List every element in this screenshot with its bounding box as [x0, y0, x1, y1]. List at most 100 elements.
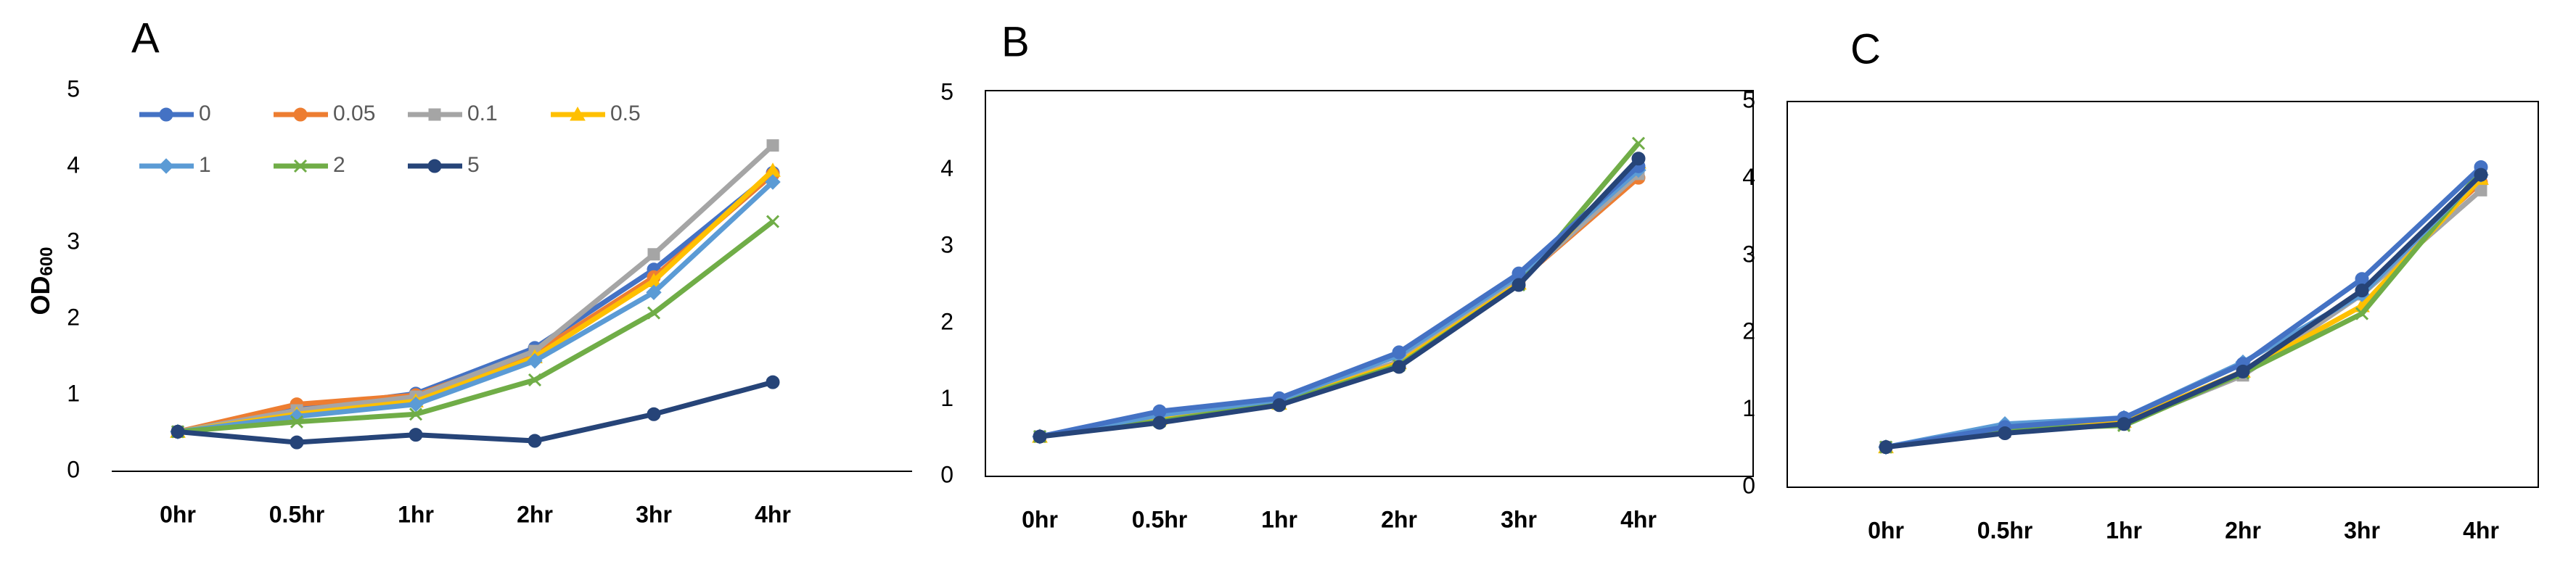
y-tick-label: 2	[1742, 318, 1755, 344]
x-tick-label: 4hr	[2463, 517, 2499, 543]
y-tick-label: 4	[940, 155, 953, 181]
point	[409, 428, 423, 442]
legend-item: 1	[139, 153, 211, 177]
point	[766, 375, 780, 389]
legend-item: 0	[139, 102, 211, 125]
y-axis-label: OD600	[25, 247, 57, 315]
y-tick-label: 3	[940, 232, 953, 258]
legend-marker	[158, 158, 174, 174]
legend-label: 0.05	[333, 102, 375, 125]
x-tick-label: 0hr	[160, 501, 196, 527]
point	[1511, 278, 1526, 292]
legend-label: 0.5	[610, 102, 641, 125]
point	[528, 373, 542, 387]
x-tick-label: 0.5hr	[1132, 506, 1187, 532]
legend-item: 0.5	[551, 102, 641, 125]
series-line	[1039, 164, 1641, 439]
series-line	[1885, 181, 2483, 450]
series-line	[177, 170, 775, 434]
x-tick-label: 0hr	[1022, 506, 1058, 532]
point	[1631, 136, 1646, 150]
series-line	[177, 168, 775, 434]
y-tick-label: 3	[67, 228, 80, 254]
point	[2117, 417, 2131, 431]
legend-marker	[428, 108, 441, 121]
legend-marker	[293, 159, 308, 173]
series-line	[1039, 167, 1641, 439]
panel-title: C	[1850, 25, 1881, 73]
x-tick-label: 4hr	[755, 501, 791, 527]
series-line	[1039, 175, 1641, 439]
x-tick-label: 2hr	[517, 501, 553, 527]
point	[765, 174, 781, 190]
legend-item: 2	[274, 153, 345, 177]
plot-frame	[1787, 101, 2539, 488]
point	[409, 407, 423, 421]
point	[527, 353, 543, 369]
point	[1879, 440, 1893, 455]
legend-label: 2	[333, 153, 345, 177]
series-line	[1885, 165, 2483, 450]
panel: C 0 1 2 3 4 5 0hr 0.5hr 1hr 2hr 3hr 4hr	[1742, 25, 2539, 543]
point	[647, 248, 660, 261]
panel-title: B	[1001, 18, 1030, 65]
point	[766, 139, 779, 152]
legend-label: 1	[199, 153, 211, 177]
series-line	[1039, 141, 1641, 439]
series-line	[1885, 188, 2483, 450]
point	[1152, 415, 1167, 430]
y-tick-label: 0	[1742, 472, 1755, 498]
plot-frame	[985, 90, 1754, 477]
series-line	[177, 180, 775, 434]
y-tick-label: 2	[940, 308, 953, 334]
series-line	[1039, 160, 1641, 439]
series-line	[1885, 173, 2483, 450]
point	[766, 215, 780, 228]
series-line	[177, 219, 775, 434]
legend-item: 0.05	[274, 102, 375, 125]
y-tick-label: 5	[1742, 86, 1755, 112]
panel: B 0 1 2 3 4 5 0hr 0.5hr 1hr 2hr 3hr 4hr	[940, 18, 1754, 532]
point	[171, 424, 185, 439]
point	[408, 396, 424, 413]
legend-marker	[570, 106, 586, 121]
x-tick-label: 3hr	[636, 501, 672, 527]
x-tick-label: 0.5hr	[269, 501, 324, 527]
series-line	[177, 379, 774, 445]
point	[1392, 360, 1406, 374]
x-tick-label: 2hr	[2225, 517, 2261, 543]
point	[1392, 345, 1406, 360]
legend-item: 0.1	[408, 102, 498, 125]
legend-label: 0.1	[467, 102, 498, 125]
legend-label: 5	[467, 153, 480, 177]
point	[1152, 404, 1167, 418]
y-tick-label: 0	[940, 461, 953, 487]
point	[1033, 429, 1047, 444]
x-tick-label: 4hr	[1620, 506, 1657, 532]
series-line	[177, 144, 775, 434]
series-line	[177, 172, 775, 434]
panel-title: A	[131, 15, 160, 62]
y-label-main: OD	[25, 276, 55, 315]
series-line	[1885, 177, 2483, 450]
x-tick-label: 3hr	[2344, 517, 2380, 543]
y-tick-label: 5	[940, 78, 953, 104]
point	[1631, 152, 1646, 166]
point	[2236, 364, 2250, 378]
legend-marker	[427, 159, 442, 173]
point	[2355, 307, 2369, 320]
legend-label: 0	[199, 102, 211, 125]
legend-item: 5	[408, 153, 480, 177]
point	[1272, 398, 1287, 413]
y-label-sub: 600	[37, 247, 57, 276]
y-tick-label: 2	[67, 304, 80, 330]
y-tick-label: 0	[67, 456, 80, 482]
y-tick-label: 1	[67, 380, 80, 406]
panel: A 0 1 2 3 4 5 0hr 0.5hr 1hr 2hr 3hr 4hr OD600 0 0.05 0.1…	[25, 15, 912, 527]
x-tick-label: 3hr	[1501, 506, 1537, 532]
point	[290, 435, 304, 450]
point	[647, 306, 661, 320]
series-line	[1039, 172, 1641, 439]
series-line	[1039, 157, 1641, 439]
